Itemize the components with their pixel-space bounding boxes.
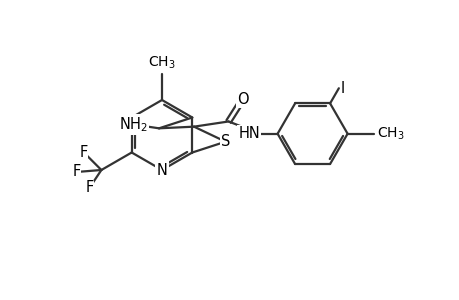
Text: S: S: [220, 134, 230, 149]
Text: CH$_3$: CH$_3$: [148, 54, 175, 71]
Text: F: F: [79, 145, 87, 160]
Text: NH$_2$: NH$_2$: [118, 115, 147, 134]
Text: I: I: [340, 81, 344, 96]
Text: F: F: [85, 181, 93, 196]
Text: N: N: [156, 163, 167, 178]
Text: CH$_3$: CH$_3$: [376, 125, 403, 142]
Text: O: O: [236, 92, 248, 107]
Text: F: F: [72, 164, 80, 179]
Text: HN: HN: [238, 126, 259, 141]
